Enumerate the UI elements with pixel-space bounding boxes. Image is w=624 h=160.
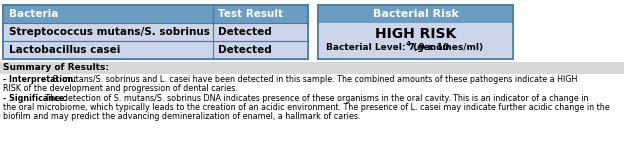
Text: Bacterial Risk: Bacterial Risk: [373, 9, 459, 19]
FancyBboxPatch shape: [3, 23, 308, 41]
Text: the oral microbiome, which typically leads to the creation of an acidic environm: the oral microbiome, which typically lea…: [3, 103, 610, 112]
Text: Bacterial Level: 7.9 x 10: Bacterial Level: 7.9 x 10: [326, 44, 449, 52]
Text: RISK of the development and progression of dental caries.: RISK of the development and progression …: [3, 84, 238, 93]
Text: Lactobacillus casei: Lactobacillus casei: [9, 45, 120, 55]
FancyBboxPatch shape: [0, 62, 624, 74]
FancyBboxPatch shape: [318, 23, 513, 59]
Text: - Interpretation:: - Interpretation:: [3, 75, 77, 84]
Text: Bacteria: Bacteria: [9, 9, 59, 19]
FancyBboxPatch shape: [3, 5, 308, 23]
FancyBboxPatch shape: [3, 41, 308, 59]
Text: Streptococcus mutans/S. sobrinus: Streptococcus mutans/S. sobrinus: [9, 27, 210, 37]
FancyBboxPatch shape: [3, 5, 308, 59]
Text: - Significance:: - Significance:: [3, 94, 67, 103]
Text: The detection of S. mutans/S. sobrinus DNA indicates presence of these organisms: The detection of S. mutans/S. sobrinus D…: [43, 94, 588, 103]
Text: biofilm and may predict the advancing demineralization of enamel, a hallmark of : biofilm and may predict the advancing de…: [3, 112, 361, 121]
Text: Summary of Results:: Summary of Results:: [3, 64, 109, 72]
Text: (genomes/ml): (genomes/ml): [410, 44, 483, 52]
Text: S. mutans/S. sobrinus and L. casei have been detected in this sample. The combin: S. mutans/S. sobrinus and L. casei have …: [50, 75, 577, 84]
FancyBboxPatch shape: [318, 5, 513, 59]
Text: HIGH RISK: HIGH RISK: [375, 27, 456, 41]
Text: Detected: Detected: [218, 45, 271, 55]
FancyBboxPatch shape: [318, 5, 513, 23]
Text: Detected: Detected: [218, 27, 271, 37]
Text: Test Result: Test Result: [218, 9, 283, 19]
Text: 4: 4: [406, 41, 411, 47]
